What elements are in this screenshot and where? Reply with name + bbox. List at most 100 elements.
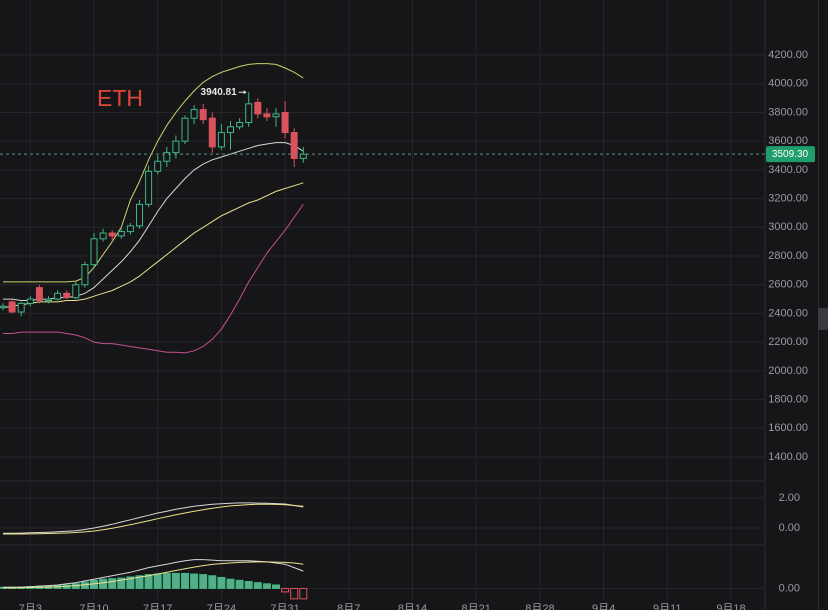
histogram-bar — [272, 584, 280, 589]
histogram-bar — [208, 575, 217, 589]
candle-body — [290, 132, 298, 159]
histogram-bar — [117, 577, 126, 589]
histogram-bar — [281, 587, 290, 593]
histogram-bar — [153, 573, 162, 589]
high-arrowhead — [243, 90, 247, 95]
x-tick-label: 7月10 — [79, 603, 108, 610]
histogram-bar — [99, 578, 108, 589]
histogram-bar — [126, 576, 135, 589]
x-tick-label: 7月31 — [270, 603, 299, 610]
chart-title: ETH — [97, 85, 143, 111]
candle-body — [299, 153, 307, 159]
candle-body — [208, 117, 216, 148]
y-tick-label: 2200.00 — [768, 336, 808, 348]
indicator-line — [3, 502, 304, 534]
histogram-bar — [299, 587, 308, 600]
indicator-line — [3, 63, 304, 283]
histogram-bar — [171, 572, 180, 589]
candle-body — [199, 109, 207, 121]
candle-body — [99, 232, 107, 240]
candle-body — [227, 126, 234, 134]
candle-body — [272, 113, 280, 118]
indicator-line — [3, 561, 304, 589]
candle-body — [263, 113, 271, 118]
histogram-bar — [135, 575, 144, 589]
x-tick-label: 9月18 — [716, 603, 745, 610]
indicator-line — [3, 204, 304, 354]
candle-body — [54, 292, 62, 300]
candle-body — [145, 170, 153, 205]
x-tick-label: 8月28 — [525, 603, 554, 610]
y-tick-label: 2000.00 — [768, 365, 808, 377]
high-label: 3940.81 — [201, 87, 238, 98]
candle-body — [254, 101, 262, 115]
candle-body — [72, 284, 80, 299]
histogram-bar — [162, 572, 171, 589]
histogram-bar — [244, 581, 253, 589]
candle-body — [35, 287, 43, 302]
indicator-line — [3, 559, 304, 588]
candle-body — [245, 103, 253, 124]
candle-body — [26, 298, 34, 304]
histogram-bar — [290, 587, 299, 600]
candle-body — [190, 109, 198, 119]
candle-body — [81, 264, 89, 286]
x-tick-label: 9月11 — [653, 603, 682, 610]
candle-body — [217, 132, 225, 148]
y-tick-label: 1400.00 — [768, 451, 808, 463]
candle-body — [90, 238, 98, 266]
candle-body — [0, 305, 7, 309]
histogram-bar — [199, 574, 208, 589]
panel-handle[interactable] — [818, 308, 828, 330]
y-tick-label: 1600.00 — [768, 422, 808, 434]
indicator-line — [3, 503, 304, 535]
histogram-bar — [217, 576, 226, 589]
candle-body — [17, 302, 25, 313]
x-tick-label: 8月7 — [337, 603, 360, 610]
histogram-bar — [253, 582, 262, 589]
histogram-bar — [226, 578, 235, 589]
candle-body — [117, 231, 125, 237]
y-tick-label: 3400.00 — [768, 164, 808, 176]
y-tick-label: 0.00 — [779, 522, 800, 534]
candle-body — [181, 117, 189, 142]
y-tick-label: 0.00 — [779, 582, 800, 594]
y-tick-label: 3600.00 — [768, 135, 808, 147]
y-tick-label: 4200.00 — [768, 49, 808, 61]
candle-body — [45, 298, 52, 302]
x-tick-label: 7月17 — [143, 603, 172, 610]
candle-body — [108, 232, 116, 237]
indicator-line — [2, 182, 304, 309]
histogram-bar — [235, 579, 244, 589]
y-tick-label: 3800.00 — [768, 106, 808, 118]
y-tick-label: 3000.00 — [768, 221, 808, 233]
y-tick-label: 4000.00 — [768, 78, 808, 90]
x-tick-label: 7月24 — [207, 603, 236, 610]
y-tick-label: 2.00 — [779, 492, 800, 504]
y-tick-label: 1800.00 — [768, 393, 808, 405]
candle-body — [136, 203, 143, 227]
candle-body — [154, 160, 162, 172]
indicator-line — [3, 142, 304, 301]
last-price-label: 3509.30 — [772, 149, 809, 160]
y-tick-label: 2800.00 — [768, 250, 808, 262]
y-tick-label: 3200.00 — [768, 192, 808, 204]
candle-body — [8, 301, 16, 313]
y-tick-label: 2400.00 — [768, 307, 808, 319]
x-tick-label: 7月3 — [19, 603, 42, 610]
last-price-tag — [766, 146, 815, 163]
histogram-bar — [181, 572, 189, 589]
histogram-bar — [262, 583, 271, 589]
candle-body — [281, 111, 289, 134]
x-tick-label: 8月21 — [462, 603, 491, 610]
candle-body — [172, 140, 180, 154]
histogram-bar — [190, 573, 199, 589]
candle-body — [163, 152, 171, 162]
y-tick-label: 2600.00 — [768, 279, 808, 291]
candle-body — [236, 122, 244, 128]
histogram-bar — [144, 574, 153, 589]
x-tick-label: 8月14 — [398, 603, 427, 610]
candle-body — [63, 292, 71, 299]
